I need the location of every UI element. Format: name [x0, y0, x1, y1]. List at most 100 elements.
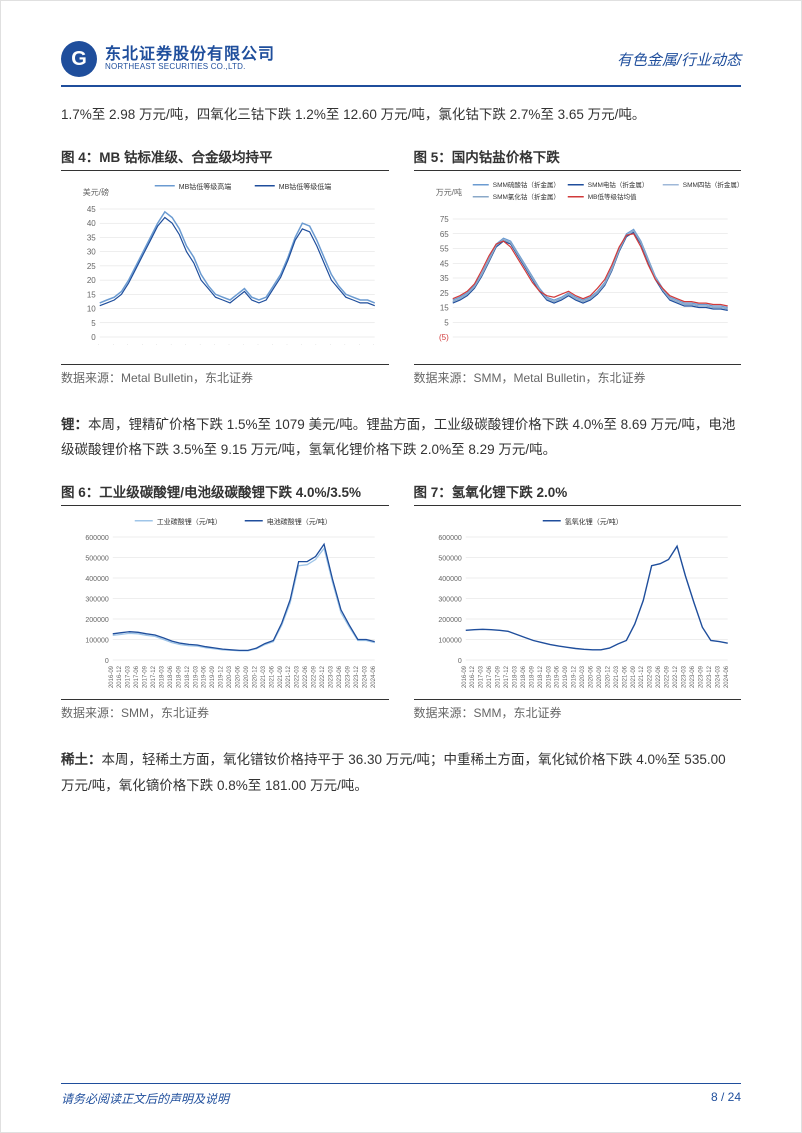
footer-pagination: 8 / 24	[711, 1090, 741, 1107]
svg-text:·: ·	[154, 342, 159, 346]
svg-text:2021-03: 2021-03	[261, 665, 267, 688]
svg-text:2023-03: 2023-03	[328, 665, 334, 688]
svg-text:2019-06: 2019-06	[202, 665, 208, 688]
svg-text:2024-06: 2024-06	[723, 665, 729, 688]
svg-text:2019-12: 2019-12	[219, 665, 225, 688]
svg-text:电池碳酸锂（元/吨）: 电池碳酸锂（元/吨）	[267, 517, 332, 526]
svg-text:2018-06: 2018-06	[520, 665, 526, 688]
chart-5-block: 图 5：国内钴盐价格下跌 万元/吨SMM硫酸钴（折金属）SMM电钴（折金属）SM…	[414, 146, 742, 404]
chart-7-block: 图 7：氢氧化锂下跌 2.0% 氢氧化锂（元/吨）010000020000030…	[414, 481, 742, 739]
svg-text:SMM氯化钴（折金属）: SMM氯化钴（折金属）	[492, 192, 559, 201]
report-type-label: 有色金属/行业动态	[617, 49, 741, 70]
svg-text:400000: 400000	[85, 576, 108, 583]
svg-text:45: 45	[87, 205, 96, 214]
svg-text:美元/磅: 美元/磅	[83, 187, 109, 197]
svg-text:2022-06: 2022-06	[656, 665, 662, 688]
svg-text:2020-12: 2020-12	[605, 665, 611, 688]
svg-text:SMM四钴（折金属）: SMM四钴（折金属）	[682, 180, 741, 189]
paragraph-lithium: 锂：本周，锂精矿价格下跌 1.5%至 1079 美元/吨。锂盐方面，工业级碳酸锂…	[61, 412, 741, 463]
rare-earth-label: 稀土：	[61, 752, 102, 767]
svg-text:2022-12: 2022-12	[320, 665, 326, 688]
svg-text:2016-09: 2016-09	[109, 665, 115, 688]
svg-text:2017-03: 2017-03	[478, 665, 484, 688]
svg-text:MB低等级钴均值: MB低等级钴均值	[587, 192, 636, 201]
svg-text:2020-09: 2020-09	[596, 665, 602, 688]
svg-text:2018-12: 2018-12	[537, 665, 543, 688]
svg-text:2022-03: 2022-03	[295, 665, 301, 688]
svg-text:100000: 100000	[438, 637, 461, 644]
page-header: G 东北证券股份有限公司 NORTHEAST SECURITIES CO.,LT…	[61, 41, 741, 87]
svg-text:400000: 400000	[438, 576, 461, 583]
svg-text:2017-09: 2017-09	[143, 665, 149, 688]
svg-text:2018-06: 2018-06	[168, 665, 174, 688]
svg-text:·: ·	[96, 342, 101, 346]
svg-text:2017-12: 2017-12	[504, 665, 510, 688]
svg-text:·: ·	[313, 342, 318, 346]
svg-text:600000: 600000	[438, 535, 461, 542]
chart-5-svg: 万元/吨SMM硫酸钴（折金属）SMM电钴（折金属）SMM四钴（折金属）SMM氯化…	[414, 177, 742, 362]
svg-text:·: ·	[299, 342, 304, 346]
svg-text:600000: 600000	[85, 535, 108, 542]
chart-6-title: 图 6：工业级碳酸锂/电池级碳酸锂下跌 4.0%/3.5%	[61, 481, 389, 506]
svg-text:2018-09: 2018-09	[529, 665, 535, 688]
svg-text:45: 45	[439, 259, 448, 268]
lithium-text: 本周，锂精矿价格下跌 1.5%至 1079 美元/吨。锂盐方面，工业级碳酸锂价格…	[61, 417, 735, 458]
svg-text:100000: 100000	[85, 637, 108, 644]
svg-text:2022-12: 2022-12	[673, 665, 679, 688]
svg-text:2020-06: 2020-06	[588, 665, 594, 688]
svg-text:300000: 300000	[85, 596, 108, 603]
svg-text:2024-03: 2024-03	[715, 665, 721, 688]
svg-text:2021-09: 2021-09	[278, 665, 284, 688]
svg-text:75: 75	[439, 215, 448, 224]
svg-text:2017-06: 2017-06	[487, 665, 493, 688]
svg-text:2020-09: 2020-09	[244, 665, 250, 688]
svg-text:0: 0	[105, 658, 109, 665]
svg-text:2020-03: 2020-03	[580, 665, 586, 688]
svg-text:15: 15	[87, 290, 96, 299]
svg-text:2016-12: 2016-12	[470, 665, 476, 688]
svg-text:·: ·	[356, 342, 361, 346]
rare-earth-text: 本周，轻稀土方面，氧化镨钕价格持平于 36.30 万元/吨；中重稀土方面，氧化铽…	[61, 752, 726, 793]
chart-7-source: 数据来源：SMM，东北证券	[414, 699, 742, 721]
chart-7-svg: 氢氧化锂（元/吨）0100000200000300000400000500000…	[414, 512, 742, 697]
svg-text:2023-03: 2023-03	[681, 665, 687, 688]
svg-text:2022-09: 2022-09	[664, 665, 670, 688]
svg-text:·: ·	[125, 342, 130, 346]
svg-text:200000: 200000	[438, 617, 461, 624]
svg-text:·: ·	[255, 342, 260, 346]
svg-text:300000: 300000	[438, 596, 461, 603]
page-number: 8	[711, 1090, 718, 1104]
svg-text:SMM硫酸钴（折金属）: SMM硫酸钴（折金属）	[492, 180, 559, 189]
svg-text:2020-03: 2020-03	[227, 665, 233, 688]
svg-text:·: ·	[139, 342, 144, 346]
page-footer: 请务必阅读正文后的声明及说明 8 / 24	[61, 1083, 741, 1107]
svg-text:·: ·	[270, 342, 275, 346]
svg-text:2019-06: 2019-06	[554, 665, 560, 688]
svg-text:万元/吨: 万元/吨	[435, 187, 461, 197]
svg-text:·: ·	[342, 342, 347, 346]
svg-text:2024-03: 2024-03	[362, 665, 368, 688]
svg-text:·: ·	[110, 342, 115, 346]
chart-4-source: 数据来源：Metal Bulletin，东北证券	[61, 364, 389, 386]
lithium-label: 锂：	[61, 417, 88, 432]
svg-text:·: ·	[241, 342, 246, 346]
svg-text:2018-03: 2018-03	[512, 665, 518, 688]
svg-text:2021-09: 2021-09	[630, 665, 636, 688]
svg-text:工业碳酸锂（元/吨）: 工业碳酸锂（元/吨）	[157, 517, 222, 526]
svg-text:2021-03: 2021-03	[613, 665, 619, 688]
svg-text:2019-09: 2019-09	[210, 665, 216, 688]
logo-company-cn: 东北证券股份有限公司	[105, 46, 275, 64]
svg-text:2023-09: 2023-09	[698, 665, 704, 688]
svg-text:·: ·	[197, 342, 202, 346]
svg-text:25: 25	[87, 262, 96, 271]
svg-text:30: 30	[87, 247, 96, 256]
svg-text:2023-12: 2023-12	[706, 665, 712, 688]
svg-text:2017-12: 2017-12	[151, 665, 157, 688]
svg-text:2016-09: 2016-09	[461, 665, 467, 688]
svg-text:15: 15	[439, 303, 448, 312]
svg-text:55: 55	[439, 244, 448, 253]
chart-6-source: 数据来源：SMM，东北证券	[61, 699, 389, 721]
svg-text:25: 25	[439, 288, 448, 297]
svg-text:40: 40	[87, 219, 96, 228]
footer-disclaimer: 请务必阅读正文后的声明及说明	[61, 1090, 229, 1107]
